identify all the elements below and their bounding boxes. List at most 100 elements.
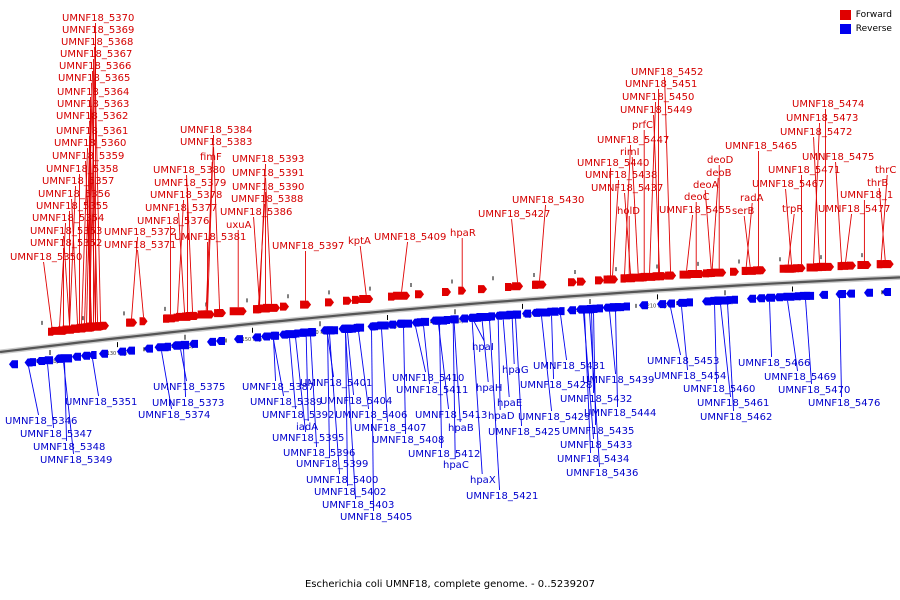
reverse-gene-arrow — [556, 307, 565, 316]
reverse-gene-arrow — [657, 300, 666, 309]
reverse-gene-label: UMNF18_5406 — [335, 410, 407, 421]
forward-leader — [649, 101, 656, 273]
forward-gene-arrow — [73, 324, 82, 333]
forward-gene-label: UMNF18_5376 — [137, 216, 209, 227]
reverse-gene-label: UMNF18_5444 — [584, 408, 656, 419]
forward-leader — [845, 213, 852, 262]
reverse-gene-label: UMNF18_5436 — [566, 468, 638, 479]
forward-gene-arrow — [883, 259, 892, 268]
forward-gene-arrow — [127, 318, 136, 327]
reverse-leader — [615, 311, 618, 408]
reverse-gene-arrow — [306, 328, 315, 337]
forward-gene-label: deoB — [706, 168, 732, 179]
forward-leader — [878, 187, 886, 261]
reverse-gene-arrow — [576, 305, 585, 314]
reverse-gene-arrow — [291, 329, 300, 338]
forward-gene-arrow — [568, 278, 577, 287]
forward-leader — [787, 213, 795, 265]
reverse-leader — [403, 327, 406, 435]
forward-gene-label: UMNF18_5383 — [180, 137, 252, 148]
forward-gene-arrow — [712, 268, 727, 277]
backbone-line — [0, 276, 900, 354]
forward-gene-arrow — [595, 276, 604, 285]
reverse-gene-label: UMNF18_5461 — [697, 398, 769, 409]
forward-gene-label: UMNF18_5465 — [725, 141, 797, 152]
reverse-leader — [47, 364, 54, 429]
forward-gene-arrow — [352, 295, 361, 304]
reverse-gene-arrow — [234, 335, 243, 344]
reverse-gene-label: UMNF18_5403 — [322, 500, 394, 511]
forward-gene-arrow — [793, 264, 802, 273]
legend-label-forward: Forward — [855, 10, 892, 20]
forward-leaders — [43, 23, 888, 328]
reverse-leader — [714, 304, 717, 384]
forward-gene-label: UMNF18_5372 — [104, 227, 176, 238]
reverse-leader — [473, 321, 485, 342]
forward-gene-label: UMNF18_5475 — [802, 152, 874, 163]
forward-gene-arrow — [280, 302, 289, 311]
tick-label: 5160 kbp — [306, 330, 330, 336]
forward-gene-arrow — [620, 274, 629, 283]
forward-leader — [743, 215, 751, 267]
forward-gene-label: UMNF18_5455 — [659, 205, 731, 216]
forward-leader — [624, 144, 631, 275]
reverse-leader — [415, 326, 426, 373]
reverse-gene-arrow — [666, 299, 675, 308]
forward-gene-label: UMNF18_5451 — [625, 79, 697, 90]
forward-gene-arrow — [393, 291, 411, 300]
forward-gene-label: fimF — [200, 152, 222, 163]
forward-gene-label: UMNF18_5358 — [46, 164, 118, 175]
forward-gene-label: UMNF18_5380 — [153, 165, 225, 176]
reverse-gene-label: hpaE — [497, 398, 522, 409]
forward-gene-arrow — [779, 264, 797, 273]
reverse-gene-arrow — [486, 312, 495, 321]
reverse-gene-arrow — [729, 295, 738, 304]
reverse-gene-arrow — [342, 324, 351, 333]
forward-gene-label: UMNF18_5390 — [232, 182, 304, 193]
reverse-gene-label: UMNF18_5405 — [340, 512, 412, 523]
forward-gene-label: radA — [740, 193, 764, 204]
legend-label-reverse: Reverse — [855, 24, 892, 34]
forward-gene-label: UMNF18_5386 — [220, 207, 292, 218]
forward-gene-label: UMNF18_5350 — [10, 252, 82, 263]
reverse-gene-label: hpaC — [443, 460, 469, 471]
forward-gene-label: UMNF18_5471 — [768, 165, 840, 176]
reverse-leader — [452, 323, 456, 460]
reverse-gene-label: hpaG — [502, 365, 529, 376]
forward-leader — [59, 222, 66, 327]
reverse-leader — [720, 304, 731, 398]
reverse-gene-arrow — [459, 314, 468, 323]
forward-gene-label: UMNF18_5352 — [30, 238, 102, 249]
forward-gene-label: UMNF18_5430 — [512, 195, 584, 206]
reverse-leader — [345, 332, 348, 487]
reverse-leader — [161, 351, 172, 410]
reverse-gene-label: UMNF18_5428 — [520, 380, 592, 391]
legend: Forward Reverse — [839, 8, 892, 36]
forward-gene-arrow — [190, 311, 199, 320]
reverse-leader — [584, 313, 591, 454]
reverse-gene-label: UMNF18_5348 — [33, 442, 105, 453]
reverse-gene-arrow — [99, 349, 108, 358]
forward-gene-arrow — [658, 272, 667, 281]
reverse-gene-label: UMNF18_5432 — [560, 394, 632, 405]
forward-gene-label: serB — [732, 206, 754, 217]
reverse-leader — [310, 336, 317, 448]
forward-gene-arrow — [253, 305, 262, 314]
reverse-leader — [805, 299, 812, 385]
reverse-gene-arrow — [261, 332, 270, 341]
reverse-gene-label: UMNF18_5401 — [300, 378, 372, 389]
reverse-gene-arrow — [723, 296, 732, 305]
reverse-gene-arrow — [819, 290, 828, 299]
reverse-gene-arrow — [268, 331, 280, 340]
forward-leader — [401, 241, 408, 292]
reverse-gene-arrow — [81, 351, 90, 360]
reverse-gene-label: UMNF18_5346 — [5, 416, 77, 427]
forward-gene-label: uxuA — [226, 220, 252, 231]
reverse-gene-arrow — [396, 319, 405, 328]
reverse-gene-label: UMNF18_5404 — [320, 396, 392, 407]
forward-gene-label: UMNF18_5356 — [38, 189, 110, 200]
reverse-gene-arrow — [522, 309, 531, 318]
forward-gene-label: deoA — [693, 180, 719, 191]
